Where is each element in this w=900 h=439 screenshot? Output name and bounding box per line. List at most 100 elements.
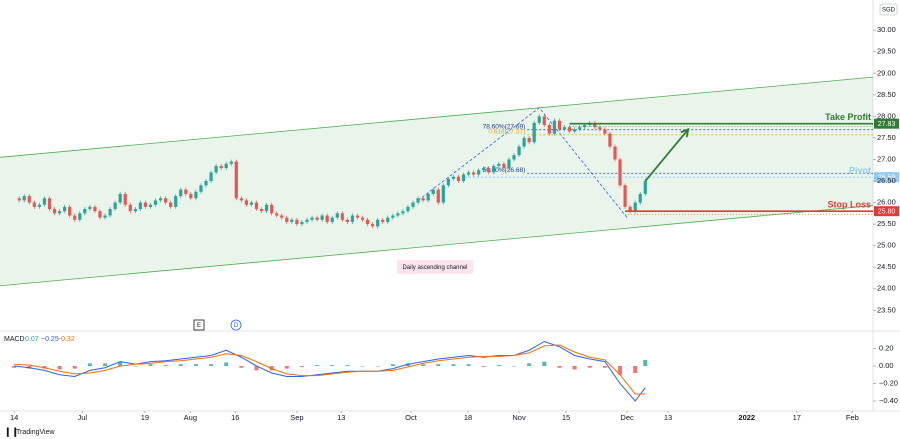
- y-tick-label: 28.00: [877, 111, 896, 120]
- currency-box[interactable]: [879, 3, 898, 16]
- candle: [219, 165, 223, 169]
- candle: [295, 219, 299, 225]
- macd-histogram-bar: [527, 363, 532, 366]
- macd-legend-value: −0.32: [57, 336, 75, 343]
- y-tick-label: 27.50: [877, 133, 896, 142]
- macd-histogram-bar: [163, 365, 168, 366]
- candle: [153, 200, 158, 205]
- y-tick-label: 29.50: [877, 47, 896, 56]
- candle: [158, 198, 163, 201]
- macd-histogram-bar: [390, 364, 395, 366]
- macd-line: [14, 344, 646, 395]
- candle: [507, 159, 511, 169]
- candle: [421, 198, 425, 201]
- candle: [613, 146, 617, 160]
- candle: [411, 202, 415, 207]
- x-tick-label: 15: [562, 413, 570, 422]
- candle: [345, 219, 349, 222]
- candle: [517, 146, 521, 156]
- candle: [78, 213, 82, 220]
- dividend-marker[interactable]: [230, 319, 242, 331]
- macd-histogram-bar: [118, 361, 123, 366]
- candle: [542, 116, 546, 125]
- macd-histogram-bar: [633, 365, 638, 373]
- y-tick-label: 28.50: [877, 90, 896, 99]
- candle: [37, 204, 41, 207]
- macd-histogram-bar: [360, 365, 365, 367]
- price-tag: [874, 206, 899, 217]
- macd-histogram-bar: [436, 364, 441, 366]
- candle: [350, 215, 355, 222]
- candle: [47, 198, 52, 210]
- macd-histogram-bar: [375, 365, 380, 367]
- candle: [618, 159, 622, 186]
- candle: [461, 174, 466, 182]
- price-tag-label: 26.59: [878, 174, 896, 181]
- macd-histogram-bar: [602, 365, 607, 368]
- channel-upper: [0, 76, 873, 158]
- x-tick-label: 13: [337, 413, 345, 422]
- price-tag-label: 25.80: [878, 209, 896, 216]
- level-name: Stop Loss: [827, 200, 871, 210]
- candle: [199, 185, 203, 192]
- candle: [113, 202, 117, 210]
- candle: [264, 204, 269, 212]
- candle: [623, 185, 627, 207]
- candle: [472, 172, 476, 175]
- x-tick-label: Sep: [290, 413, 303, 422]
- candle: [123, 193, 127, 205]
- macd-histogram-bar: [209, 364, 214, 366]
- level-name: Take Profit: [825, 112, 871, 122]
- candle: [128, 204, 132, 212]
- brand: ❙❙: [4, 426, 19, 437]
- candle: [174, 196, 178, 207]
- candle: [229, 161, 233, 164]
- candle: [224, 163, 228, 169]
- earnings-marker[interactable]: [193, 319, 205, 331]
- price-tag: [874, 172, 899, 183]
- candle: [643, 181, 647, 194]
- y-tick-label: 24.00: [877, 284, 896, 293]
- candle: [416, 198, 420, 203]
- x-tick-label: Nov: [512, 413, 526, 422]
- candle: [598, 127, 602, 130]
- candle: [63, 206, 67, 212]
- y-tick-label: 23.50: [877, 305, 896, 314]
- macd-histogram-bar: [224, 362, 229, 366]
- candle: [214, 165, 218, 173]
- candle: [608, 133, 612, 147]
- annotation-box: [397, 260, 473, 274]
- candle: [633, 202, 637, 212]
- candle: [330, 217, 334, 222]
- candle: [169, 202, 173, 207]
- candle: [583, 124, 587, 128]
- fib-label: 50.00%(26.68): [483, 167, 526, 174]
- candle: [164, 198, 168, 203]
- candle: [562, 127, 567, 130]
- candle: [68, 206, 72, 216]
- macd-histogram-bar: [451, 364, 456, 366]
- candle: [52, 209, 57, 214]
- macd-histogram-bar: [466, 364, 471, 366]
- candle: [239, 198, 243, 201]
- candle: [567, 127, 572, 132]
- macd-histogram-bar: [239, 365, 244, 368]
- candle: [17, 198, 21, 201]
- candle: [603, 129, 607, 134]
- x-tick-label: Feb: [846, 413, 859, 422]
- earnings-label: E: [197, 323, 201, 329]
- fib-label: 0.618(27.57): [488, 129, 525, 136]
- macd-histogram-bar: [284, 365, 289, 369]
- candle: [431, 189, 435, 194]
- candle: [300, 221, 304, 225]
- candle: [88, 206, 92, 210]
- macd-histogram-bar: [12, 365, 17, 368]
- y-tick-label: 25.00: [877, 241, 896, 250]
- channel-lower: [0, 205, 873, 287]
- brand-name: TradingView: [16, 429, 55, 436]
- candle: [578, 127, 582, 130]
- x-tick-label: 13: [664, 413, 672, 422]
- macd-y-tick-label: 0.00: [879, 361, 894, 370]
